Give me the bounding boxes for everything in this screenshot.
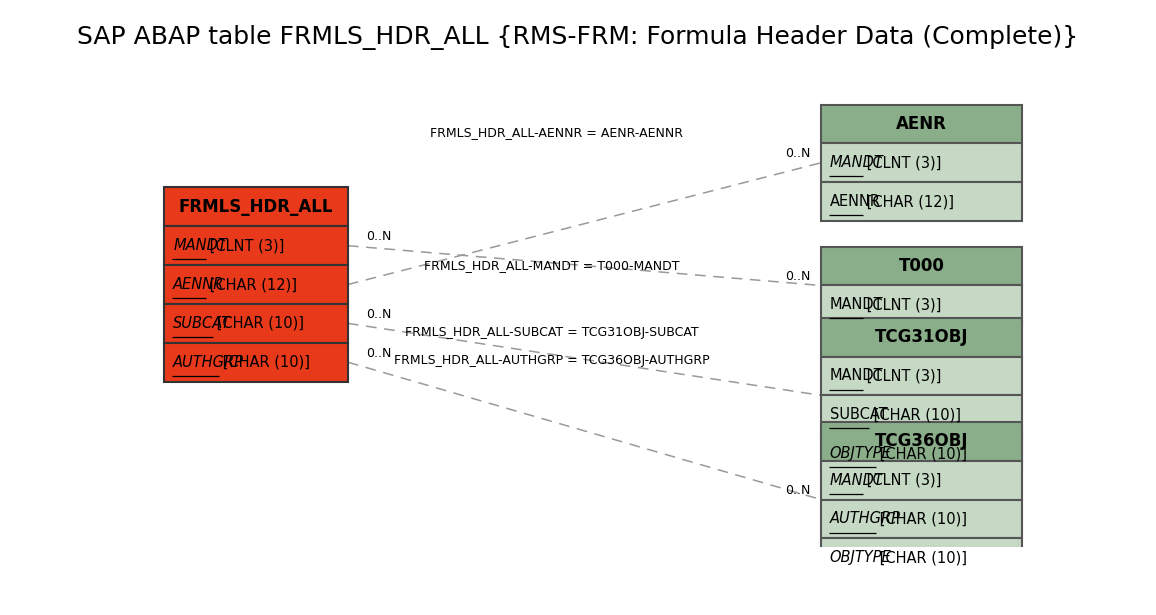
Text: [CLNT (3)]: [CLNT (3)] [862, 368, 941, 383]
Text: SAP ABAP table FRMLS_HDR_ALL {RMS-FRM: Formula Header Data (Complete)}: SAP ABAP table FRMLS_HDR_ALL {RMS-FRM: F… [77, 25, 1079, 50]
FancyBboxPatch shape [821, 422, 1023, 461]
Text: 0..N: 0..N [365, 308, 391, 321]
Text: OBJTYPE: OBJTYPE [830, 446, 891, 461]
Text: [CHAR (10)]: [CHAR (10)] [212, 316, 304, 331]
Text: 0..N: 0..N [785, 484, 810, 497]
FancyBboxPatch shape [164, 226, 348, 265]
FancyBboxPatch shape [821, 395, 1023, 434]
Text: FRMLS_HDR_ALL: FRMLS_HDR_ALL [179, 198, 333, 216]
Text: 0..N: 0..N [785, 148, 810, 161]
Text: AUTHGRP: AUTHGRP [173, 355, 244, 370]
Text: 0..N: 0..N [365, 347, 391, 360]
Text: T000: T000 [898, 257, 944, 275]
Text: AENNR: AENNR [830, 194, 881, 209]
Text: TCG31OBJ: TCG31OBJ [875, 328, 969, 346]
Text: SUBCAT: SUBCAT [830, 407, 888, 423]
Text: [CLNT (3)]: [CLNT (3)] [862, 156, 941, 170]
Text: FRMLS_HDR_ALL-AUTHGRP = TCG36OBJ-AUTHGRP: FRMLS_HDR_ALL-AUTHGRP = TCG36OBJ-AUTHGRP [394, 354, 710, 367]
Text: AENR: AENR [896, 115, 947, 133]
FancyBboxPatch shape [821, 182, 1023, 221]
Text: TCG36OBJ: TCG36OBJ [875, 432, 969, 450]
Text: 0..N: 0..N [365, 231, 391, 244]
Text: 0..N: 0..N [785, 270, 810, 283]
Text: [CHAR (12)]: [CHAR (12)] [206, 277, 297, 292]
Text: AENNR: AENNR [173, 277, 224, 292]
Text: MANDT: MANDT [830, 156, 883, 170]
FancyBboxPatch shape [821, 499, 1023, 538]
FancyBboxPatch shape [164, 304, 348, 343]
FancyBboxPatch shape [821, 247, 1023, 285]
FancyBboxPatch shape [821, 105, 1023, 143]
FancyBboxPatch shape [821, 538, 1023, 577]
Text: FRMLS_HDR_ALL-AENNR = AENR-AENNR: FRMLS_HDR_ALL-AENNR = AENR-AENNR [430, 127, 683, 140]
FancyBboxPatch shape [164, 188, 348, 226]
Text: MANDT: MANDT [830, 368, 883, 383]
Text: FRMLS_HDR_ALL-SUBCAT = TCG31OBJ-SUBCAT: FRMLS_HDR_ALL-SUBCAT = TCG31OBJ-SUBCAT [406, 327, 699, 339]
Text: [CLNT (3)]: [CLNT (3)] [206, 238, 284, 253]
FancyBboxPatch shape [821, 318, 1023, 357]
FancyBboxPatch shape [821, 461, 1023, 499]
Text: [CLNT (3)]: [CLNT (3)] [862, 298, 941, 312]
Text: [CHAR (10)]: [CHAR (10)] [868, 407, 961, 423]
Text: MANDT: MANDT [830, 472, 883, 488]
Text: [CHAR (10)]: [CHAR (10)] [875, 550, 968, 565]
Text: FRMLS_HDR_ALL-MANDT = T000-MANDT: FRMLS_HDR_ALL-MANDT = T000-MANDT [424, 259, 680, 272]
FancyBboxPatch shape [821, 285, 1023, 324]
Text: [CHAR (12)]: [CHAR (12)] [862, 194, 954, 209]
Text: [CHAR (10)]: [CHAR (10)] [875, 446, 968, 461]
FancyBboxPatch shape [164, 265, 348, 304]
Text: [CHAR (10)]: [CHAR (10)] [218, 355, 310, 370]
FancyBboxPatch shape [821, 143, 1023, 182]
Text: OBJTYPE: OBJTYPE [830, 550, 891, 565]
Text: [CLNT (3)]: [CLNT (3)] [862, 472, 941, 488]
FancyBboxPatch shape [821, 434, 1023, 473]
Text: SUBCAT: SUBCAT [173, 316, 231, 331]
Text: MANDT: MANDT [173, 238, 227, 253]
Text: AUTHGRP: AUTHGRP [830, 512, 901, 526]
Text: MANDT: MANDT [830, 298, 883, 312]
FancyBboxPatch shape [164, 343, 348, 381]
Text: [CHAR (10)]: [CHAR (10)] [875, 512, 968, 526]
FancyBboxPatch shape [821, 357, 1023, 395]
